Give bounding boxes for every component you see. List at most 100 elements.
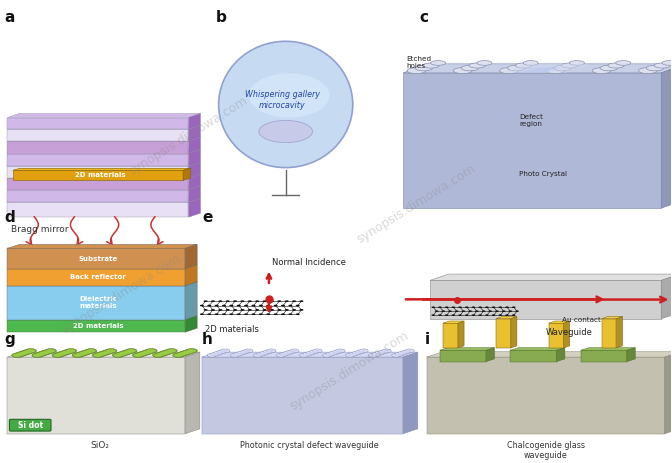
Ellipse shape	[349, 352, 358, 356]
Ellipse shape	[445, 314, 448, 316]
Text: Photo Crystal: Photo Crystal	[519, 171, 567, 177]
Ellipse shape	[230, 353, 240, 357]
Ellipse shape	[159, 351, 171, 355]
Ellipse shape	[241, 309, 245, 311]
Ellipse shape	[77, 353, 85, 356]
Text: b: b	[215, 10, 226, 25]
Text: Defect
region: Defect region	[519, 114, 543, 127]
Polygon shape	[7, 286, 185, 319]
Ellipse shape	[505, 307, 509, 308]
Polygon shape	[7, 154, 188, 166]
Ellipse shape	[448, 310, 452, 312]
Text: Waveguide: Waveguide	[545, 328, 592, 337]
Ellipse shape	[523, 61, 538, 65]
Ellipse shape	[166, 349, 177, 353]
Polygon shape	[7, 118, 188, 129]
Ellipse shape	[375, 351, 384, 355]
Polygon shape	[7, 113, 200, 118]
Ellipse shape	[22, 350, 33, 354]
Text: Substrate: Substrate	[79, 256, 118, 262]
Ellipse shape	[462, 310, 465, 312]
Ellipse shape	[144, 350, 153, 354]
Polygon shape	[7, 352, 200, 357]
Ellipse shape	[157, 353, 166, 356]
Ellipse shape	[301, 354, 307, 357]
Ellipse shape	[136, 352, 147, 357]
Ellipse shape	[251, 305, 255, 307]
Ellipse shape	[296, 313, 300, 315]
Ellipse shape	[370, 354, 376, 357]
Ellipse shape	[222, 313, 226, 315]
Ellipse shape	[163, 350, 174, 354]
Ellipse shape	[56, 353, 65, 356]
Ellipse shape	[153, 353, 164, 357]
Polygon shape	[7, 162, 200, 166]
Ellipse shape	[290, 349, 299, 353]
Ellipse shape	[492, 314, 495, 316]
Polygon shape	[444, 321, 464, 323]
Ellipse shape	[347, 354, 353, 357]
Ellipse shape	[304, 353, 310, 355]
Ellipse shape	[267, 349, 276, 353]
Ellipse shape	[600, 65, 618, 71]
Ellipse shape	[292, 300, 296, 302]
Ellipse shape	[407, 68, 426, 74]
Text: Etched
holes: Etched holes	[407, 56, 431, 69]
Polygon shape	[7, 269, 185, 286]
Ellipse shape	[266, 313, 270, 315]
Polygon shape	[188, 162, 200, 178]
Ellipse shape	[336, 349, 345, 353]
Ellipse shape	[265, 351, 271, 353]
Ellipse shape	[259, 120, 312, 143]
Polygon shape	[7, 244, 197, 248]
Ellipse shape	[234, 352, 243, 356]
Ellipse shape	[354, 352, 360, 354]
Ellipse shape	[112, 353, 124, 357]
Ellipse shape	[103, 350, 112, 354]
Ellipse shape	[465, 307, 468, 308]
Ellipse shape	[255, 300, 259, 302]
Ellipse shape	[237, 313, 241, 315]
Ellipse shape	[232, 354, 238, 357]
Polygon shape	[665, 352, 672, 434]
Ellipse shape	[43, 350, 52, 354]
Polygon shape	[7, 202, 188, 217]
Ellipse shape	[42, 350, 53, 354]
Ellipse shape	[181, 351, 190, 355]
Ellipse shape	[176, 352, 187, 357]
Ellipse shape	[46, 349, 55, 352]
Ellipse shape	[244, 313, 248, 315]
Polygon shape	[430, 281, 661, 319]
Ellipse shape	[209, 354, 215, 357]
Ellipse shape	[268, 350, 274, 352]
Ellipse shape	[452, 307, 455, 308]
Ellipse shape	[226, 300, 230, 302]
Ellipse shape	[323, 353, 332, 357]
Ellipse shape	[13, 354, 22, 357]
Polygon shape	[188, 113, 200, 129]
Ellipse shape	[662, 61, 672, 65]
Ellipse shape	[72, 353, 83, 357]
Ellipse shape	[222, 350, 228, 352]
Ellipse shape	[97, 353, 106, 356]
Polygon shape	[444, 323, 458, 348]
Ellipse shape	[207, 313, 211, 315]
Polygon shape	[183, 168, 190, 180]
Polygon shape	[7, 186, 200, 190]
Ellipse shape	[282, 353, 288, 355]
Text: SiO₂: SiO₂	[90, 440, 109, 450]
Polygon shape	[549, 323, 564, 348]
Ellipse shape	[85, 349, 97, 353]
Ellipse shape	[646, 65, 664, 71]
Polygon shape	[458, 321, 464, 348]
Ellipse shape	[217, 350, 226, 354]
Polygon shape	[185, 282, 197, 319]
Ellipse shape	[452, 314, 455, 316]
Ellipse shape	[458, 314, 462, 316]
Ellipse shape	[200, 305, 204, 307]
Ellipse shape	[167, 349, 176, 352]
Ellipse shape	[229, 305, 233, 307]
Polygon shape	[185, 316, 197, 332]
Ellipse shape	[445, 307, 448, 308]
Text: e: e	[202, 211, 212, 225]
